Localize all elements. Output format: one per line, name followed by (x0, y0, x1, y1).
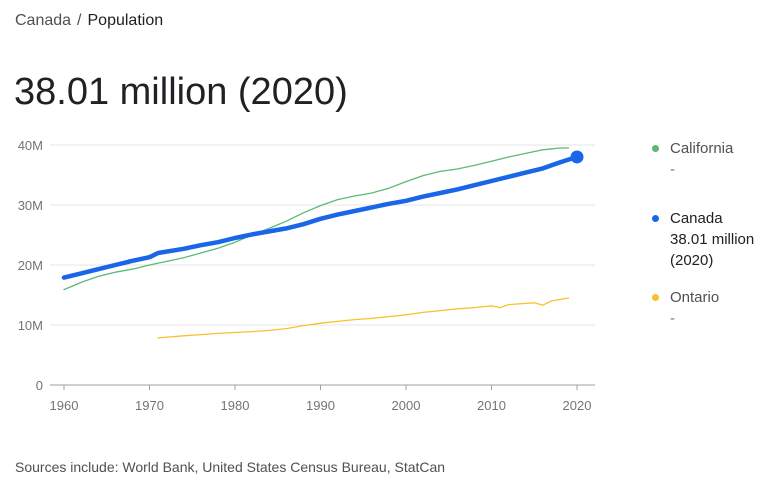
breadcrumb: Canada / Population (15, 11, 163, 31)
x-tick-label: 1980 (221, 398, 250, 413)
breadcrumb-separator: / (77, 12, 82, 29)
y-tick-label: 30M (18, 198, 43, 213)
series-line-ontario (157, 297, 570, 339)
series-line-california (63, 147, 570, 291)
y-tick-label: 10M (18, 318, 43, 333)
chart-legend: California - Canada 38.01 million (2020)… (652, 138, 764, 333)
x-tick-label: 2020 (563, 398, 592, 413)
legend-dot-icon (652, 294, 659, 301)
legend-dot-icon (652, 215, 659, 222)
legend-label: California (670, 140, 734, 157)
x-tick-label: 1970 (135, 398, 164, 413)
legend-label: Canada (670, 210, 723, 227)
x-tick-label: 1960 (50, 398, 79, 413)
y-tick-label: 20M (18, 258, 43, 273)
legend-value: 38.01 million (2020) (670, 231, 755, 269)
legend-item-california[interactable]: California - (652, 138, 764, 184)
series-line-canada (61, 154, 580, 280)
sources-note: Sources include: World Bank, United Stat… (15, 459, 446, 475)
breadcrumb-parent-link[interactable]: Canada (15, 12, 72, 29)
legend-item-ontario[interactable]: Ontario - (652, 287, 764, 333)
x-tick-label: 1990 (306, 398, 335, 413)
highlight-point (570, 150, 584, 164)
y-tick-label: 0 (36, 378, 43, 393)
legend-label: Ontario (670, 289, 720, 306)
legend-value: - (670, 161, 675, 178)
breadcrumb-current: Population (87, 12, 164, 29)
x-tick-label: 2000 (392, 398, 421, 413)
headline-value: 38.01 million (2020) (14, 71, 348, 113)
y-tick-label: 40M (18, 138, 43, 153)
legend-item-canada[interactable]: Canada 38.01 million (2020) (652, 208, 764, 272)
legend-dot-icon (652, 145, 659, 152)
legend-value: - (670, 310, 675, 327)
x-tick-label: 2010 (477, 398, 506, 413)
